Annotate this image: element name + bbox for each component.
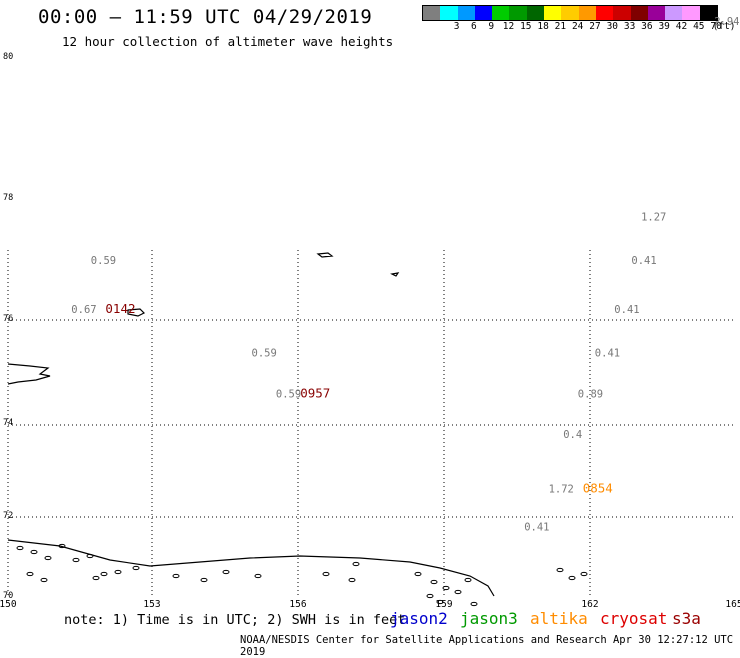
islet [133, 566, 139, 569]
swh-value-label: 0.89 [578, 388, 603, 400]
time-label: 0957 [300, 385, 330, 400]
islet [455, 590, 461, 593]
islet [87, 554, 93, 557]
latitude-tick-label: 72 [3, 511, 13, 521]
longitude-tick-label: 153 [143, 599, 160, 610]
longitude-tick-label: 165 [725, 599, 740, 610]
islet [201, 578, 207, 581]
island-2 [318, 253, 332, 257]
islet [465, 578, 471, 581]
footer-note: note: 1) Time is in UTC; 2) SWH is in fe… [64, 612, 405, 628]
satellite-legend-item: s3a [672, 609, 701, 628]
islet [223, 570, 229, 573]
latitude-tick-label: 74 [3, 418, 13, 428]
swh-value-label: 2.94 [714, 16, 739, 28]
swh-value-label: 0.59 [91, 255, 116, 267]
swh-value-label: 0.41 [595, 348, 620, 360]
islet [17, 546, 23, 549]
islet [31, 550, 37, 553]
islet [255, 574, 261, 577]
coastline-west-land [8, 364, 50, 384]
swh-value-label: 0.59 [252, 348, 277, 360]
islet [73, 558, 79, 561]
islet [443, 586, 449, 589]
islet [557, 568, 563, 571]
islet [431, 580, 437, 583]
swh-value-label: 0.59 [276, 388, 301, 400]
islet [323, 572, 329, 575]
swh-value-label: 0.67 [71, 304, 96, 316]
satellite-legend-item: cryosat [600, 609, 667, 628]
swh-value-label: 1.72 [549, 484, 574, 496]
satellite-legend-item: altika [530, 609, 588, 628]
islets [17, 544, 587, 605]
islet [415, 572, 421, 575]
swh-value-label: 0.41 [631, 255, 656, 267]
time-label: 0854 [583, 481, 613, 496]
credit-line: NOAA/NESDIS Center for Satellite Applica… [240, 634, 740, 658]
islet [45, 556, 51, 559]
islet [353, 562, 359, 565]
islet [581, 572, 587, 575]
islet [427, 594, 433, 597]
islet [41, 578, 47, 581]
swh-value-label: 0.41 [524, 522, 549, 534]
islet [349, 578, 355, 581]
time-label: 0142 [105, 301, 135, 316]
longitude-tick-label: 156 [289, 599, 306, 610]
islet [93, 576, 99, 579]
swh-value-label: 0.41 [614, 304, 639, 316]
latitude-tick-label: 80 [3, 52, 13, 62]
latitude-tick-label: 70 [3, 591, 13, 601]
latitude-tick-label: 76 [3, 314, 13, 324]
satellite-legend-item: jason3 [460, 609, 518, 628]
coastline-mainland [8, 540, 494, 596]
satellite-legend-item: jason2 [390, 609, 448, 628]
islet [101, 572, 107, 575]
swh-value-label: 0.4 [563, 429, 582, 441]
islet [471, 602, 477, 605]
islet [115, 570, 121, 573]
latitude-tick-label: 78 [3, 193, 13, 203]
islet [173, 574, 179, 577]
swh-labels: 3.60.412.190.890.412.600.434.421.4318.30… [28, 0, 740, 534]
islet [569, 576, 575, 579]
swh-value-label: 1.27 [641, 212, 666, 224]
island-3 [392, 273, 398, 276]
islet [27, 572, 33, 575]
